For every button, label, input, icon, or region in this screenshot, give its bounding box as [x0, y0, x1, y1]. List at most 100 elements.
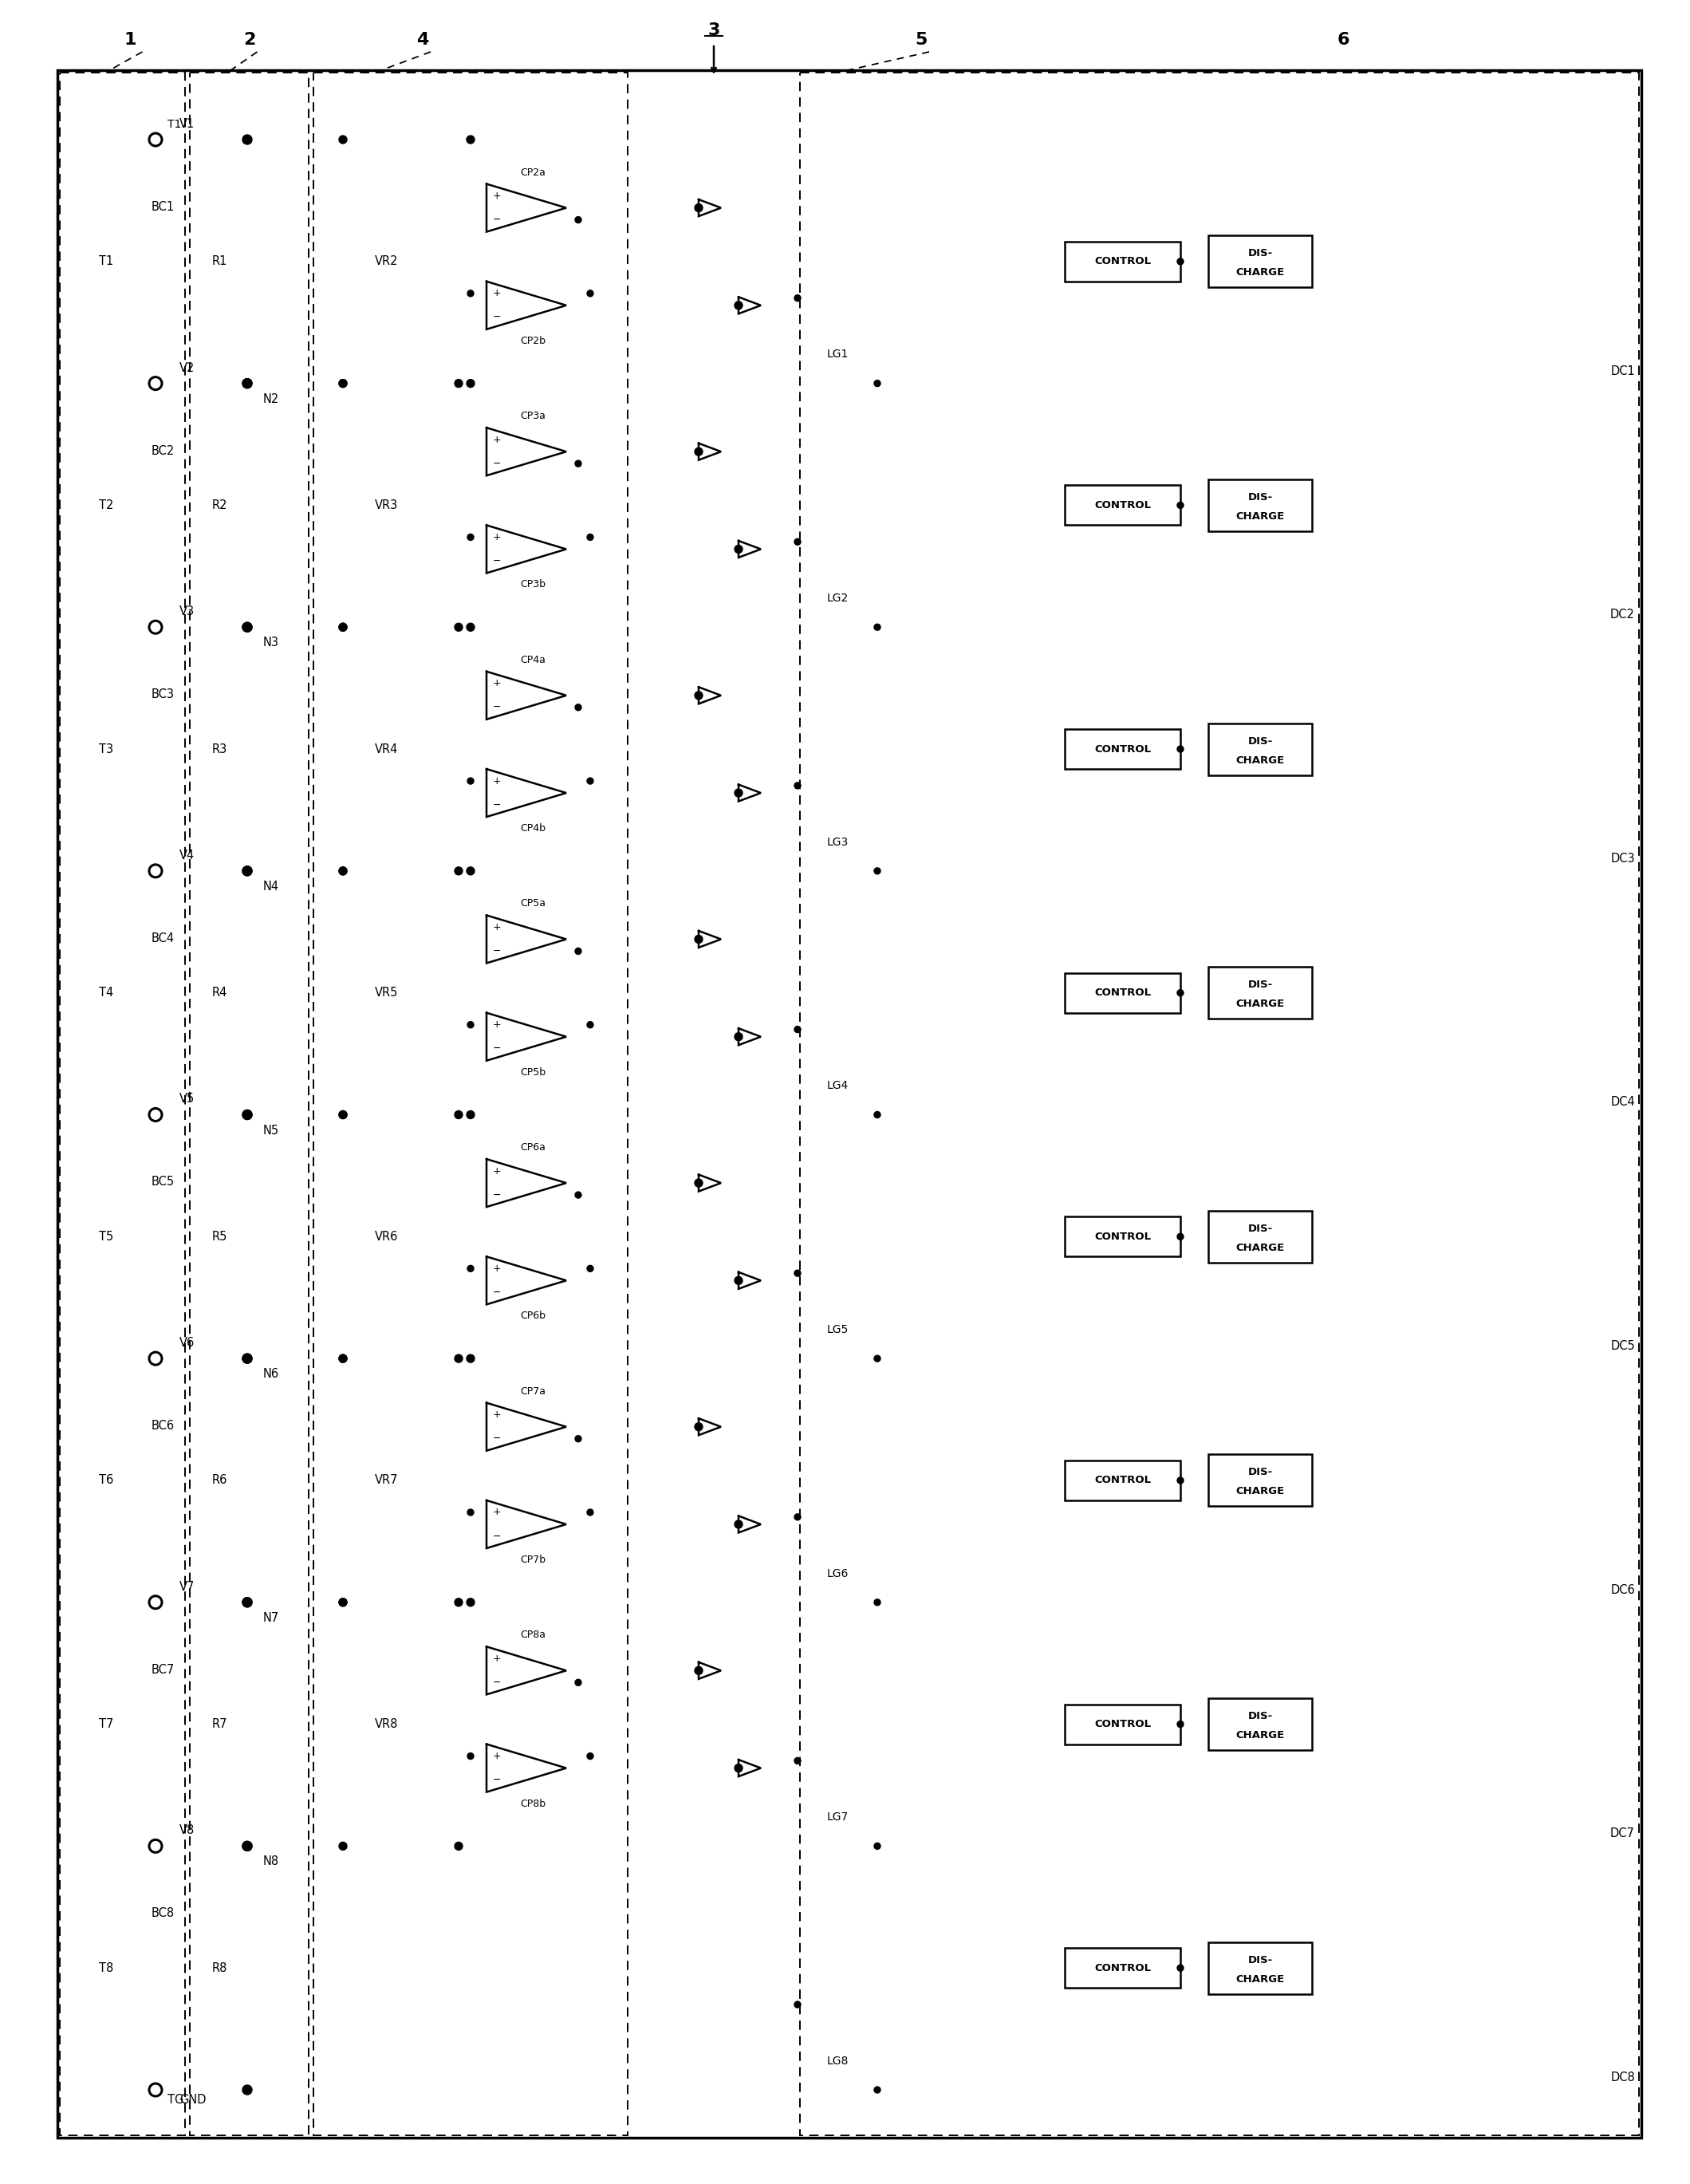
Text: CP8a: CP8a: [521, 1629, 546, 1640]
Text: 5: 5: [914, 33, 928, 48]
Text: DC5: DC5: [1611, 1341, 1634, 1352]
Circle shape: [242, 1841, 252, 1850]
Circle shape: [466, 867, 475, 876]
Circle shape: [242, 378, 252, 389]
Circle shape: [586, 535, 593, 539]
Circle shape: [149, 1107, 162, 1120]
Circle shape: [695, 448, 703, 456]
Circle shape: [695, 203, 703, 212]
Circle shape: [586, 1754, 593, 1760]
Text: LG7: LG7: [826, 1813, 848, 1824]
Bar: [1065, 1704, 1180, 1745]
Circle shape: [340, 1841, 346, 1850]
Circle shape: [874, 625, 880, 631]
Circle shape: [468, 778, 473, 784]
Circle shape: [242, 622, 252, 631]
Text: CONTROL: CONTROL: [1093, 1474, 1151, 1485]
Text: LG3: LG3: [826, 836, 848, 847]
Circle shape: [735, 788, 742, 797]
Text: BC3: BC3: [152, 688, 174, 701]
Bar: [1208, 478, 1311, 531]
Circle shape: [466, 380, 475, 387]
Circle shape: [1178, 502, 1183, 509]
Text: CP3a: CP3a: [521, 411, 546, 422]
Text: −: −: [493, 703, 502, 712]
Text: +: +: [493, 1262, 502, 1273]
Circle shape: [695, 1666, 703, 1675]
Text: 3: 3: [708, 22, 720, 39]
Circle shape: [340, 380, 346, 387]
Bar: [799, 72, 1639, 2136]
Text: −: −: [493, 1776, 502, 1784]
Text: CHARGE: CHARGE: [1235, 1974, 1284, 1985]
Text: CHARGE: CHARGE: [1235, 511, 1284, 522]
Circle shape: [575, 216, 581, 223]
Circle shape: [794, 1514, 801, 1520]
Circle shape: [586, 1509, 593, 1516]
Text: CHARGE: CHARGE: [1235, 1487, 1284, 1496]
Text: T7: T7: [98, 1719, 113, 1730]
Text: V6: V6: [179, 1337, 194, 1350]
Bar: [1065, 729, 1180, 769]
Text: BC6: BC6: [152, 1420, 174, 1433]
Text: LG4: LG4: [826, 1081, 848, 1092]
Circle shape: [794, 1026, 801, 1033]
Text: −: −: [493, 1531, 502, 1542]
Text: VR5: VR5: [375, 987, 399, 998]
Text: CP7b: CP7b: [521, 1555, 546, 1566]
Circle shape: [468, 535, 473, 539]
Text: T4: T4: [98, 987, 113, 998]
Circle shape: [242, 1109, 252, 1120]
Text: DIS-: DIS-: [1247, 491, 1273, 502]
Text: DC3: DC3: [1611, 852, 1634, 865]
Text: CONTROL: CONTROL: [1093, 745, 1151, 753]
Circle shape: [695, 1422, 703, 1431]
Text: CP7a: CP7a: [521, 1387, 546, 1396]
Text: V4: V4: [179, 850, 194, 860]
Circle shape: [695, 1179, 703, 1186]
Text: BC7: BC7: [152, 1664, 174, 1675]
Text: T1: T1: [98, 256, 113, 266]
Circle shape: [874, 1599, 880, 1605]
Circle shape: [575, 1679, 581, 1686]
Text: BC1: BC1: [152, 201, 174, 212]
Circle shape: [340, 135, 346, 144]
Circle shape: [575, 703, 581, 710]
Text: T6: T6: [98, 1474, 113, 1487]
Bar: [1208, 1455, 1311, 1507]
Bar: [1208, 1699, 1311, 1749]
Bar: [1065, 485, 1180, 524]
Text: CP2b: CP2b: [521, 336, 546, 345]
Circle shape: [575, 1435, 581, 1441]
Circle shape: [466, 1354, 475, 1363]
Text: R3: R3: [211, 743, 226, 756]
Circle shape: [1178, 1966, 1183, 1972]
Text: 2: 2: [243, 33, 255, 48]
Text: CP5a: CP5a: [521, 898, 546, 909]
Circle shape: [340, 1112, 346, 1118]
Text: R4: R4: [211, 987, 226, 998]
Circle shape: [242, 1597, 252, 1607]
Circle shape: [1178, 1721, 1183, 1728]
Text: −: −: [493, 1190, 502, 1201]
Text: VR6: VR6: [375, 1230, 399, 1243]
Text: CP6a: CP6a: [521, 1142, 546, 1153]
Text: DIS-: DIS-: [1247, 736, 1273, 747]
Text: R7: R7: [211, 1719, 226, 1730]
Circle shape: [455, 1599, 463, 1605]
Text: CP5b: CP5b: [521, 1068, 546, 1077]
Text: N2: N2: [264, 393, 279, 404]
Circle shape: [874, 380, 880, 387]
Text: N5: N5: [264, 1125, 279, 1136]
Circle shape: [149, 620, 162, 633]
Circle shape: [468, 1265, 473, 1271]
Circle shape: [794, 1758, 801, 1765]
Text: CONTROL: CONTROL: [1093, 500, 1151, 511]
Bar: [1065, 1216, 1180, 1256]
Bar: [313, 72, 627, 2136]
Text: N3: N3: [264, 638, 279, 649]
Text: −: −: [493, 799, 502, 810]
Circle shape: [242, 1109, 252, 1120]
Text: BC8: BC8: [152, 1907, 174, 1920]
Circle shape: [466, 1599, 475, 1605]
